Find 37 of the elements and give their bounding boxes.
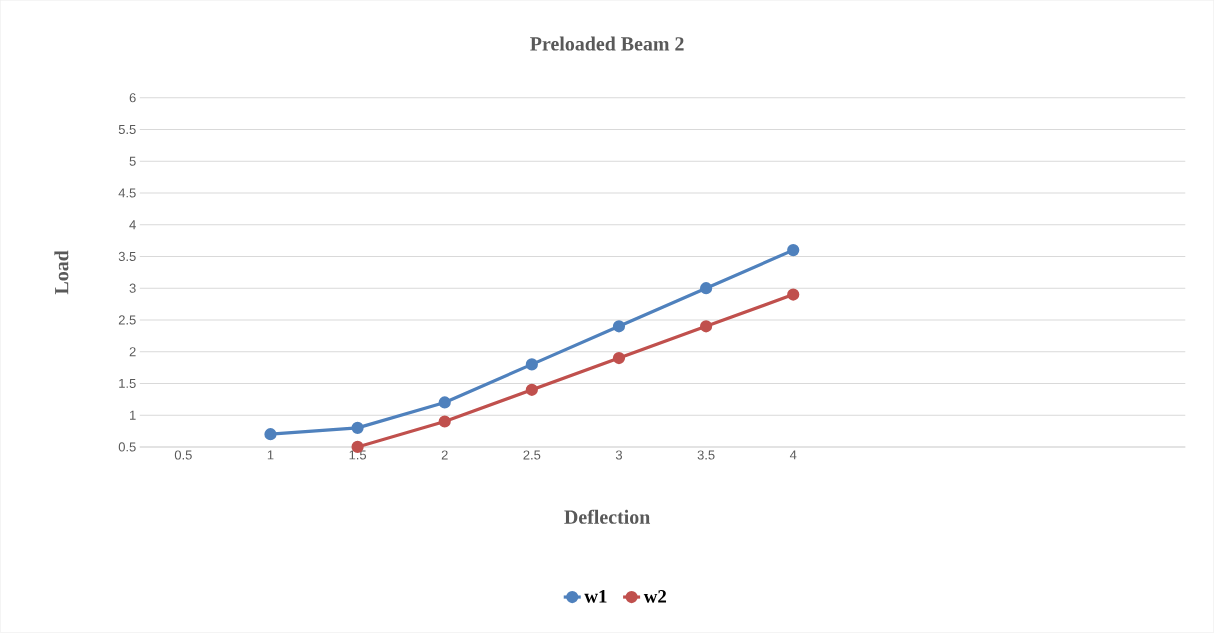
point — [612, 320, 626, 333]
y-tick-label: 4.5 — [118, 188, 136, 198]
x-tick-label: 1.5 — [349, 450, 367, 460]
point — [787, 288, 800, 301]
chart-title: Preloaded Beam 2 — [530, 36, 684, 51]
y-tick-label: 6 — [129, 93, 136, 103]
point — [700, 320, 713, 333]
point — [264, 428, 277, 441]
y-tick-label: 5.5 — [118, 125, 136, 135]
x-tick-label: 3 — [615, 450, 623, 460]
point — [438, 415, 451, 428]
point — [700, 282, 713, 295]
y-tick-label: 4 — [129, 220, 136, 230]
x-tick-label: 2.5 — [523, 450, 541, 460]
y-tick-label: 1 — [130, 410, 136, 420]
y-tick-label: 5 — [129, 156, 136, 166]
point — [787, 244, 800, 257]
y-tick-label: 3 — [129, 283, 136, 293]
y-tick-label: 3.5 — [118, 252, 136, 262]
y-tick-label: 0.5 — [118, 442, 136, 452]
x-tick-label: 2 — [441, 450, 448, 460]
x-tick-label: 0.5 — [174, 450, 192, 460]
y-axis-title: Load — [54, 250, 69, 295]
legend-label: w2 — [643, 590, 667, 603]
point — [438, 396, 451, 409]
point — [351, 421, 364, 435]
y-tick-label: 1.5 — [119, 379, 136, 389]
point — [612, 352, 626, 365]
legend-label: w1 — [584, 590, 607, 603]
y-tick-label: 2 — [129, 347, 136, 357]
x-tick-label: 4 — [789, 450, 797, 460]
point — [525, 383, 538, 397]
x-tick-label: 1 — [267, 450, 274, 460]
x-tick-label: 3.5 — [697, 450, 715, 460]
point — [525, 358, 538, 371]
y-tick-label: 2.5 — [118, 315, 136, 325]
x-axis-title: Deflection — [564, 509, 651, 524]
